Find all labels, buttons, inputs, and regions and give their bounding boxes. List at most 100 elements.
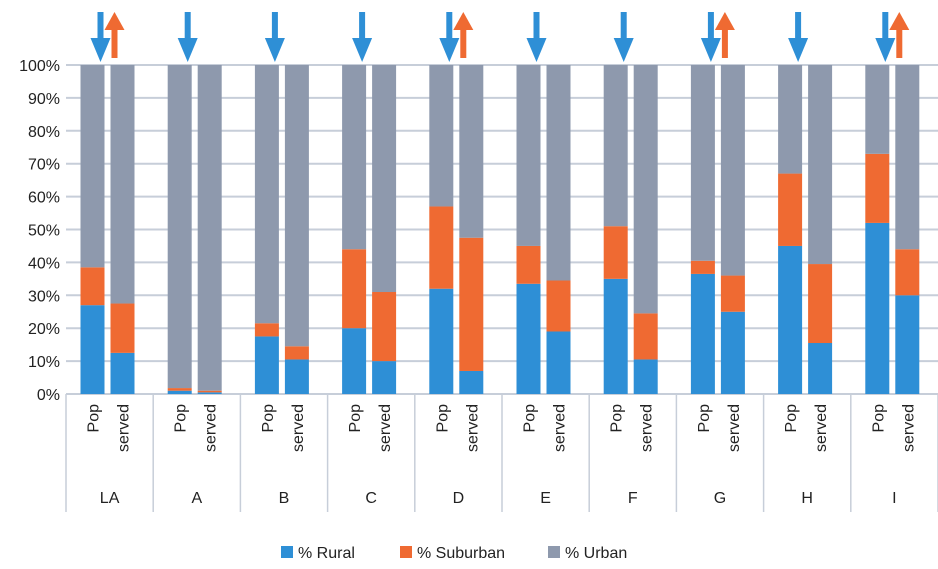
bar-segment-rural [459, 370, 484, 394]
bar-segment-rural [865, 222, 890, 394]
down-arrow-icon [177, 38, 198, 62]
group-label: C [365, 490, 377, 507]
bar-segment-urban [459, 65, 484, 238]
up-arrow-icon [111, 28, 118, 58]
bar-segment-rural [516, 283, 541, 394]
bar-segment-rural [808, 343, 833, 394]
up-arrow-icon [714, 12, 735, 30]
legend-swatch-urban [548, 546, 560, 558]
bar-label: Pop [434, 404, 451, 433]
group-label: G [714, 490, 726, 507]
bar-label: served [900, 404, 917, 452]
legend-swatch-rural [281, 546, 293, 558]
bar-label: served [203, 404, 220, 452]
up-arrow-icon [896, 28, 903, 58]
y-tick-label: 10% [28, 354, 60, 371]
bar-label: served [639, 404, 656, 452]
down-arrow-icon [613, 38, 634, 62]
down-arrow-icon [620, 12, 627, 42]
bar-segment-rural [690, 273, 715, 394]
bar-segment-urban [720, 65, 745, 276]
gridlines [66, 64, 938, 395]
y-tick-label: 0% [37, 387, 60, 404]
bar-segment-suburban [516, 245, 541, 284]
bar-segment-suburban [690, 260, 715, 274]
bar-segment-urban [342, 65, 367, 250]
arrows [90, 12, 910, 62]
bar-segment-suburban [546, 280, 571, 332]
bar-segment-suburban [254, 323, 279, 337]
down-arrow-icon [97, 12, 104, 42]
down-arrow-icon [184, 12, 191, 42]
bar-segment-suburban [895, 249, 920, 296]
bar-label: served [377, 404, 394, 452]
down-arrow-icon [875, 38, 896, 62]
y-axis: 0% 10% 20% 30% 40% 50% 60% 70% 80% 90% 100% [19, 58, 60, 404]
legend-swatch-suburban [400, 546, 412, 558]
down-arrow-icon [352, 38, 373, 62]
down-arrow-icon [526, 38, 547, 62]
bar-segment-suburban [603, 226, 628, 279]
bar-segment-suburban [865, 153, 890, 223]
bar-segment-urban [865, 65, 890, 154]
down-arrow-icon [700, 38, 721, 62]
bar-label: served [726, 404, 743, 452]
y-tick-label: 60% [28, 190, 60, 207]
bar-segment-suburban [808, 264, 833, 344]
bar-label: served [552, 404, 569, 452]
bar-label: served [813, 404, 830, 452]
bar-segment-rural [254, 336, 279, 394]
bar-segment-suburban [342, 249, 367, 329]
bar-segment-rural [167, 390, 192, 394]
down-arrow-icon [795, 12, 802, 42]
bar-segment-urban [690, 65, 715, 261]
legend-label-rural: % Rural [298, 545, 355, 562]
bar-segment-rural [720, 311, 745, 394]
x-axis: Pop served LA Pop served A Pop served B Pop served… [65, 394, 938, 512]
bar-segment-urban [633, 65, 658, 314]
y-tick-label: 20% [28, 321, 60, 338]
bar-label: served [464, 404, 481, 452]
up-arrow-icon [889, 12, 910, 30]
bar-segment-urban [372, 65, 397, 293]
bar-segment-urban [80, 65, 105, 268]
down-arrow-icon [439, 38, 460, 62]
bar-segment-urban [895, 65, 920, 250]
bar-segment-suburban [284, 346, 309, 360]
group-label: H [801, 490, 813, 507]
bar-segment-rural [778, 245, 803, 394]
bar-segment-rural [80, 305, 105, 394]
group-label: F [628, 490, 638, 507]
group-label: B [279, 490, 290, 507]
bar-segment-suburban [167, 388, 192, 391]
bar-segment-urban [516, 65, 541, 246]
bar-label: served [290, 404, 307, 452]
y-tick-label: 40% [28, 255, 60, 272]
bar-segment-rural [429, 288, 454, 394]
bar-segment-urban [546, 65, 571, 281]
bar-label: Pop [86, 404, 103, 433]
down-arrow-icon [707, 12, 714, 42]
bar-label: Pop [522, 404, 539, 433]
bar-segment-rural [895, 295, 920, 394]
down-arrow-icon [882, 12, 889, 42]
down-arrow-icon [446, 12, 453, 42]
bar-label: Pop [609, 404, 626, 433]
bars [80, 65, 920, 394]
y-tick-label: 80% [28, 124, 60, 141]
y-tick-label: 30% [28, 288, 60, 305]
group-label: E [540, 490, 551, 507]
group-label: LA [100, 490, 120, 507]
bar-segment-rural [633, 359, 658, 394]
bar-segment-suburban [429, 206, 454, 289]
group-label: D [453, 490, 465, 507]
group-label: I [892, 490, 896, 507]
legend: % Rural % Suburban % Urban [281, 545, 627, 562]
bar-label: Pop [347, 404, 364, 433]
bar-segment-urban [603, 65, 628, 227]
bar-segment-suburban [720, 275, 745, 312]
bar-segment-rural [342, 328, 367, 394]
bar-segment-suburban [778, 173, 803, 246]
bar-segment-rural [110, 352, 135, 394]
